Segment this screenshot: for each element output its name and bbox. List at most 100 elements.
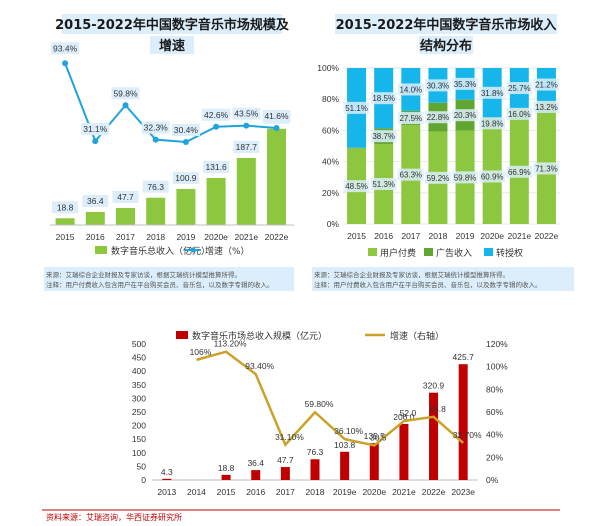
chart1-line-label-bg: [202, 108, 231, 121]
chart2-data-label: 27.5%: [399, 114, 422, 123]
chart3-y-right-tick: 80%: [486, 384, 503, 394]
chart2-x-tick: 2015: [347, 231, 366, 241]
chart1-line-label-bg: [81, 123, 110, 136]
chart3-line-label: 59.80%: [305, 399, 334, 409]
chart2-label-bg: [343, 101, 370, 114]
chart2-x-tick: 2016: [374, 231, 393, 241]
chart3-bar-label: 76.3: [307, 447, 324, 457]
chart3-bar-label: 103.8: [334, 440, 356, 450]
chart1-x-tick: 2015: [56, 232, 75, 242]
chart2-data-label: 25.7%: [508, 84, 531, 93]
chart2-data-label: 63.3%: [399, 171, 422, 180]
chart3-growth-line: 106%113.20% 93.40% 31.10% 59.80% 36.10% 30.5 5…: [190, 339, 482, 448]
chart2-label-bg: [479, 117, 506, 130]
chart2-data-label: 51.3%: [372, 180, 395, 189]
chart2-label-bg: [424, 79, 451, 92]
chart1-bar-label: 47.7: [117, 192, 134, 202]
chart3-x-tick: 2020e: [362, 487, 386, 497]
chart2-legend-swatch-user: [368, 248, 377, 256]
chart3-bar: [221, 474, 231, 480]
chart3-y-left-tick: 200: [132, 421, 146, 431]
chart1-bar: [236, 157, 256, 225]
chart1-bar: [267, 128, 286, 225]
chart3-y-left-tick: 400: [132, 366, 146, 376]
chart2-label-bg: [533, 162, 560, 175]
chart2-x-tick: 2020e: [480, 231, 504, 241]
chart3-bar: [162, 478, 172, 480]
chart2-data-label: 16.0%: [508, 110, 531, 119]
chart3-x-tick: 2017: [276, 487, 295, 497]
chart3-line-path: [196, 350, 465, 448]
chart2-label-bg: [452, 171, 479, 184]
chart1-bar-label: 18.8: [57, 202, 74, 212]
chart2-panel: 2015-2022年中国数字音乐市场收入 结构分布 0% 20% 40% 60% 80%…: [312, 14, 574, 291]
chart3-y-left-tick: 250: [132, 407, 146, 417]
chart3-bar: [369, 443, 379, 480]
chart2-legend-license: 转授权: [496, 247, 523, 259]
chart3-y-left-tick: 150: [132, 434, 146, 444]
chart3-bar: [340, 451, 350, 480]
chart1-line-point: [273, 125, 280, 131]
chart1-x-tick: 2017: [116, 232, 135, 242]
chart3-y-right-tick: 100%: [486, 362, 508, 372]
chart3-line-label: 36.10%: [334, 426, 363, 436]
chart2-data-label: 19.8%: [481, 119, 504, 128]
chart2-label-bg: [479, 86, 506, 99]
chart2-y-tick: 80%: [322, 94, 339, 104]
chart3-line-label: 52.0: [400, 408, 417, 418]
chart1-note-bg: [44, 267, 294, 291]
chart1-x-tick: 2018: [146, 232, 165, 242]
chart2-data-label: 31.8%: [481, 89, 504, 98]
chart1-line-point: [122, 102, 129, 109]
chart3-legend-bar: 数字音乐市场总收入规模（亿元）: [192, 330, 327, 342]
chart2-label-bg: [397, 168, 424, 181]
chart1-line-path: [64, 62, 277, 144]
chart3-y-left-tick: 500: [132, 339, 146, 349]
chart1-line-point: [243, 122, 250, 129]
chart2-legend-ad: 广告收入: [436, 247, 472, 259]
chart1-note-source: 来源：艾瑞综合企业财报及专家访谈，根据艾瑞统计模型推算所得。: [46, 270, 241, 279]
chart3-bar: [399, 423, 409, 480]
chart3-x-tick: 2022e: [422, 487, 446, 497]
chart1-bar-label-bg: [112, 190, 139, 203]
chart1-bar-label: 100.9: [175, 173, 197, 183]
chart1-bar: [206, 178, 226, 225]
chart3-y-left-tick: 0: [141, 475, 146, 485]
chart3-bar-label: 47.7: [277, 455, 294, 465]
chart3-bar: [310, 459, 320, 480]
chart1-note-remark: 注释：用户付费收入包含用户在平台购买会员、音乐包，以及数字专辑的收入。: [46, 280, 274, 289]
chart1-line-label: 43.5%: [234, 109, 259, 119]
chart1-line-label: 93.4%: [53, 43, 78, 53]
chart2-y-tick: 40%: [322, 157, 339, 167]
chart3-x-tick: 2021e: [392, 487, 416, 497]
chart2-data-label: 71.3%: [535, 164, 558, 173]
chart2-label-bg: [343, 180, 370, 193]
chart3-bar-label: 18.8: [218, 463, 235, 473]
chart2-label-bg: [397, 112, 424, 125]
chart2-data-label: 13.2%: [535, 103, 558, 112]
chart2-data-label: 30.3%: [427, 81, 450, 90]
chart3-legend-line: 增速（右轴）: [390, 330, 444, 342]
chart3-y-right-tick: 60%: [486, 407, 503, 417]
chart2-label-bg: [424, 111, 451, 124]
chart1-line-label: 42.6%: [204, 110, 229, 120]
chart1-bar: [85, 212, 105, 225]
chart2-label-bg: [452, 77, 479, 90]
chart3-bar: [429, 392, 439, 480]
chart3-source: 资料来源：艾瑞咨询，华西证券研究所: [46, 512, 182, 522]
chart3-y-right-tick: 20%: [486, 452, 503, 462]
chart3-left-axis-ticks: 0 50 100 150 200 250 300 350 400 450 500: [132, 339, 146, 485]
chart2-y-tick: 60%: [322, 125, 339, 135]
chart1-panel: 2015-2022年中国数字音乐市场规模及 增速 18.8 36.4 47.7 76.…: [44, 14, 294, 291]
chart2-label-bg: [506, 82, 533, 95]
chart1-line-label: 32.3%: [144, 123, 169, 133]
chart2-data-label: 66.9%: [508, 168, 531, 177]
chart2-y-tick: 0%: [327, 219, 340, 229]
chart3-x-tick: 2015: [217, 487, 236, 497]
chart2-title-line1: 2015-2022年中国数字音乐市场收入: [336, 17, 557, 33]
chart2-note-remark: 注释：用户付费收入包含用户在平台购买会员、音乐包，以及数字专辑的收入。: [314, 280, 542, 289]
chart3-x-tick: 2013: [157, 487, 176, 497]
chart1-x-ticks: 2015 2016 2017 2018 2019 2020e 2021e 2022e: [56, 232, 289, 242]
chart1-bar-label-bg: [82, 195, 109, 207]
chart1-line-label: 31.1%: [83, 124, 108, 134]
